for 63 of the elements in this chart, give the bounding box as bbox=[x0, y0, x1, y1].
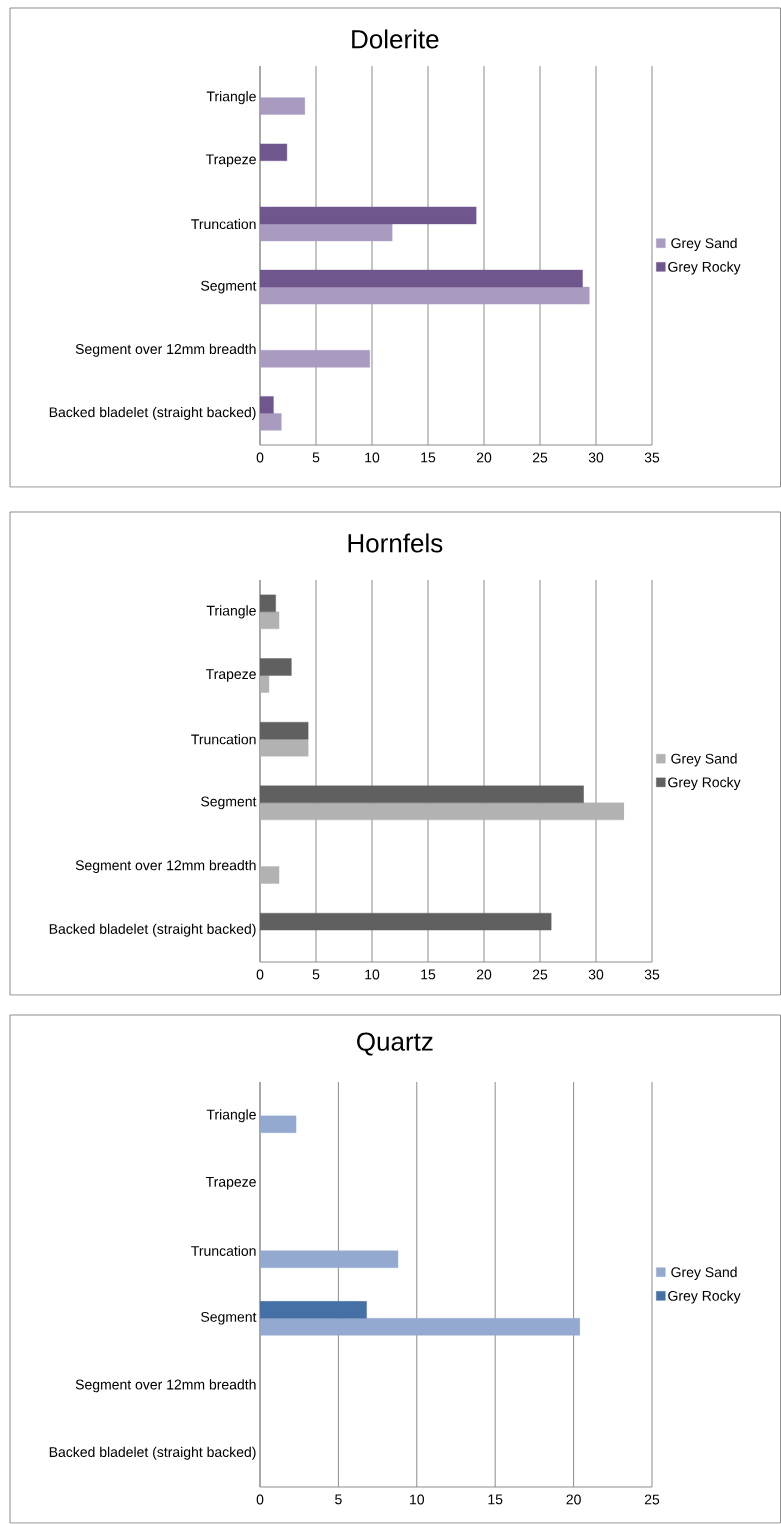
bar bbox=[259, 1115, 297, 1133]
y-tick-label: Triangle bbox=[206, 1109, 256, 1123]
bar bbox=[259, 1318, 581, 1336]
legend-label: Grey Sand bbox=[671, 753, 737, 767]
x-tick-label: 10 bbox=[365, 452, 380, 463]
chart-title: Quartz bbox=[357, 1032, 433, 1056]
y-tick-label: Truncation bbox=[191, 1245, 256, 1256]
x-tick-label: 30 bbox=[588, 969, 604, 980]
bar bbox=[259, 721, 309, 740]
y-tick-label: Truncation bbox=[191, 218, 256, 230]
bar bbox=[259, 866, 280, 884]
x-tick-label: 30 bbox=[588, 452, 604, 463]
bar bbox=[259, 675, 270, 693]
x-tick-label: 0 bbox=[256, 1494, 264, 1505]
bar bbox=[259, 594, 276, 613]
x-tick-label: 0 bbox=[256, 452, 264, 463]
legend-label: Grey Sand bbox=[671, 1266, 737, 1280]
bar bbox=[259, 802, 625, 821]
y-tick-label: Triangle bbox=[206, 605, 256, 619]
y-tick-label: Segment bbox=[201, 796, 257, 810]
x-tick-label: 35 bbox=[644, 452, 660, 463]
x-tick-label: 35 bbox=[644, 969, 660, 980]
x-tick-label: 10 bbox=[365, 969, 380, 980]
bar bbox=[259, 1301, 367, 1319]
x-tick-label: 15 bbox=[421, 969, 436, 980]
legend-label: Grey Rocky bbox=[668, 1290, 741, 1304]
x-tick-label: 15 bbox=[488, 1494, 503, 1505]
x-tick-label: 10 bbox=[410, 1494, 425, 1505]
x-tick-label: 15 bbox=[421, 452, 436, 463]
legend-label: Grey Sand bbox=[671, 237, 737, 251]
x-tick-label: 5 bbox=[335, 1494, 342, 1505]
y-tick-label: Truncation bbox=[191, 734, 256, 745]
bar bbox=[259, 1250, 399, 1268]
chart-title: Dolerite bbox=[352, 29, 439, 49]
y-tick-label: Backed bladelet (straight backed) bbox=[49, 1446, 256, 1460]
legend-label: Grey Rocky bbox=[668, 261, 741, 275]
legend-label: Grey Rocky bbox=[668, 777, 741, 791]
x-tick-label: 0 bbox=[256, 969, 264, 980]
bar bbox=[259, 785, 584, 804]
y-tick-label: Trapeze bbox=[205, 1177, 256, 1190]
y-tick-label: Trapeze bbox=[205, 669, 256, 682]
x-tick-label: 25 bbox=[644, 1494, 660, 1505]
y-tick-label: Segment over 12mm breadth bbox=[75, 1379, 256, 1393]
y-tick-label: Segment bbox=[201, 280, 257, 294]
y-tick-label: Segment over 12mm breadth bbox=[75, 343, 256, 357]
x-tick-label: 20 bbox=[476, 969, 492, 980]
bar bbox=[259, 738, 309, 757]
y-tick-label: Backed bladelet (straight backed) bbox=[49, 923, 256, 937]
bar bbox=[259, 912, 552, 931]
x-tick-label: 20 bbox=[476, 452, 492, 463]
x-tick-label: 5 bbox=[312, 452, 320, 463]
x-tick-label: 20 bbox=[566, 1494, 581, 1505]
x-tick-label: 5 bbox=[312, 969, 320, 980]
bar bbox=[259, 611, 280, 630]
y-tick-label: Segment over 12mm breadth bbox=[75, 859, 256, 874]
y-tick-label: Triangle bbox=[206, 91, 256, 105]
x-tick-label: 25 bbox=[532, 452, 548, 463]
chart-title: Hornfels bbox=[348, 533, 443, 553]
y-tick-label: Trapeze bbox=[205, 154, 256, 168]
x-tick-label: 25 bbox=[532, 969, 548, 980]
y-tick-label: Segment bbox=[201, 1311, 257, 1325]
bar bbox=[259, 658, 292, 676]
y-tick-label: Backed bladelet (straight backed) bbox=[49, 406, 256, 420]
